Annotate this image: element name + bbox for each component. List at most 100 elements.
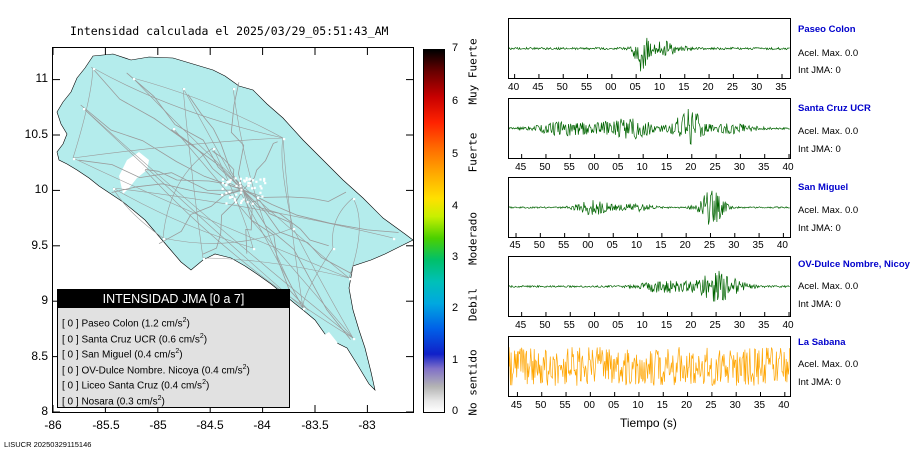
city-markers bbox=[73, 68, 396, 341]
map-x-tick: -83 bbox=[358, 418, 376, 432]
waveform-panel bbox=[508, 336, 791, 397]
road bbox=[132, 77, 350, 279]
colorbar-tick: 2 bbox=[452, 302, 459, 314]
waveform-panel bbox=[508, 177, 791, 238]
city-marker bbox=[234, 201, 238, 204]
waveform-tick-label: 15 bbox=[678, 82, 690, 93]
legend-row-text: [ 0 ] OV-Dulce Nombre. Nicoya (0.4 cm/s bbox=[62, 364, 243, 376]
waveform-tick-label: 55 bbox=[580, 82, 593, 93]
city-marker bbox=[239, 185, 242, 188]
legend-row-sup: 2 bbox=[175, 348, 180, 355]
waveform-tick-label: 20 bbox=[702, 82, 714, 93]
city-marker bbox=[221, 181, 225, 185]
waveform-trace bbox=[509, 37, 790, 72]
waveform-tick-label: 20 bbox=[685, 320, 697, 331]
waveform-tick-label: 40 bbox=[508, 82, 520, 93]
legend-row: [ 0 ] Liceo Santa Cruz (0.4 cm/s2) bbox=[58, 375, 289, 391]
station-jma-intensity: Int JMA: 0 bbox=[798, 223, 841, 234]
city-marker bbox=[163, 238, 166, 241]
waveform-tick-label: 20 bbox=[679, 240, 691, 251]
waveform-tick-label: 40 bbox=[776, 240, 788, 251]
waveform-tick-label: 10 bbox=[632, 400, 644, 411]
colorbar-tick: 4 bbox=[452, 200, 459, 212]
city-marker bbox=[229, 179, 232, 182]
waveform-tick-label: 40 bbox=[778, 400, 790, 411]
city-marker bbox=[353, 338, 356, 341]
city-marker bbox=[393, 238, 396, 241]
road bbox=[332, 197, 354, 249]
city-marker bbox=[333, 248, 336, 251]
city-marker bbox=[349, 278, 352, 281]
colorbar-label: Fuerte bbox=[466, 132, 480, 173]
city-marker bbox=[221, 178, 225, 181]
road bbox=[182, 87, 204, 259]
legend-row-text: [ 0 ] San Miguel (0.4 cm/s bbox=[62, 349, 176, 361]
station-jma-intensity: Int JMA: 0 bbox=[798, 299, 841, 310]
map-canvas bbox=[53, 48, 413, 412]
legend-row-suffix: ) bbox=[246, 364, 250, 376]
waveform-tick-label: 15 bbox=[660, 320, 673, 331]
legend-row: [ 0 ] San Miguel (0.4 cm/s2) bbox=[58, 344, 289, 360]
waveform-trace bbox=[509, 270, 790, 302]
waveform-plot bbox=[509, 347, 790, 396]
road bbox=[242, 189, 253, 254]
city-marker bbox=[228, 196, 232, 199]
waveform-tick-label: 30 bbox=[751, 82, 763, 93]
city-marker bbox=[225, 202, 228, 205]
city-marker bbox=[353, 198, 356, 201]
legend-row: [ 0 ] Nosara (0.3 cm/s2) bbox=[58, 391, 289, 407]
waveform-trace bbox=[509, 108, 790, 145]
city-marker bbox=[253, 186, 256, 190]
waveform-tick-label: 45 bbox=[532, 82, 544, 93]
map-x-tick: -85.5 bbox=[92, 418, 120, 432]
road bbox=[78, 159, 244, 191]
colorbar-tick: 6 bbox=[452, 95, 459, 107]
station-jma-intensity: Int JMA: 0 bbox=[798, 65, 841, 76]
waveform-tick-label: 45 bbox=[515, 162, 527, 173]
city-marker bbox=[245, 179, 248, 182]
city-marker bbox=[239, 201, 243, 204]
waveform-tick-label: 35 bbox=[758, 162, 770, 173]
map-y-tick: 9 bbox=[41, 293, 48, 307]
city-marker bbox=[240, 199, 243, 203]
city-marker bbox=[203, 258, 206, 261]
city-marker bbox=[283, 138, 286, 141]
road bbox=[202, 189, 244, 255]
waveform-tick-label: 30 bbox=[728, 240, 740, 251]
city-marker bbox=[248, 178, 251, 181]
waveform-tick-label: 20 bbox=[685, 162, 697, 173]
road bbox=[202, 257, 350, 279]
waveform-plot bbox=[509, 190, 790, 237]
road bbox=[112, 187, 254, 249]
legend-row-text: [ 0 ] Paseo Colon (1.2 cm/s bbox=[62, 318, 183, 330]
waveform-tick-label: 45 bbox=[515, 320, 527, 331]
legend-row-sup: 2 bbox=[182, 317, 187, 324]
road bbox=[162, 147, 214, 239]
city-marker bbox=[238, 182, 242, 185]
waveform-tick-label: 50 bbox=[539, 320, 551, 331]
colorbar-label: Moderado bbox=[466, 212, 480, 265]
waveform-tick-label: 30 bbox=[729, 400, 741, 411]
road bbox=[172, 127, 354, 339]
waveform-tick-label: 30 bbox=[733, 162, 745, 173]
legend-row-suffix: ) bbox=[205, 380, 210, 392]
road bbox=[242, 189, 329, 247]
road bbox=[72, 157, 350, 279]
waveform-tick-label: 55 bbox=[558, 240, 570, 251]
city-marker bbox=[255, 180, 258, 183]
station-jma-intensity: Int JMA: 0 bbox=[798, 144, 841, 155]
costa-rica-land bbox=[56, 53, 413, 391]
station-name: Santa Cruz UCR bbox=[798, 103, 871, 114]
map-y-tick: 9.5 bbox=[31, 238, 48, 252]
colorbar-tick: 5 bbox=[452, 148, 459, 160]
city-marker bbox=[233, 197, 236, 200]
city-marker bbox=[261, 195, 264, 198]
station-max-acceleration: Acel. Max. 0.0 bbox=[798, 205, 859, 216]
city-marker bbox=[221, 193, 224, 197]
waveform-tick-label: 05 bbox=[629, 82, 641, 93]
city-marker bbox=[251, 187, 254, 190]
colorbar-tick: 3 bbox=[452, 251, 459, 263]
city-marker bbox=[249, 181, 252, 185]
city-marker bbox=[225, 183, 228, 186]
map-x-tick: -84 bbox=[253, 418, 271, 432]
